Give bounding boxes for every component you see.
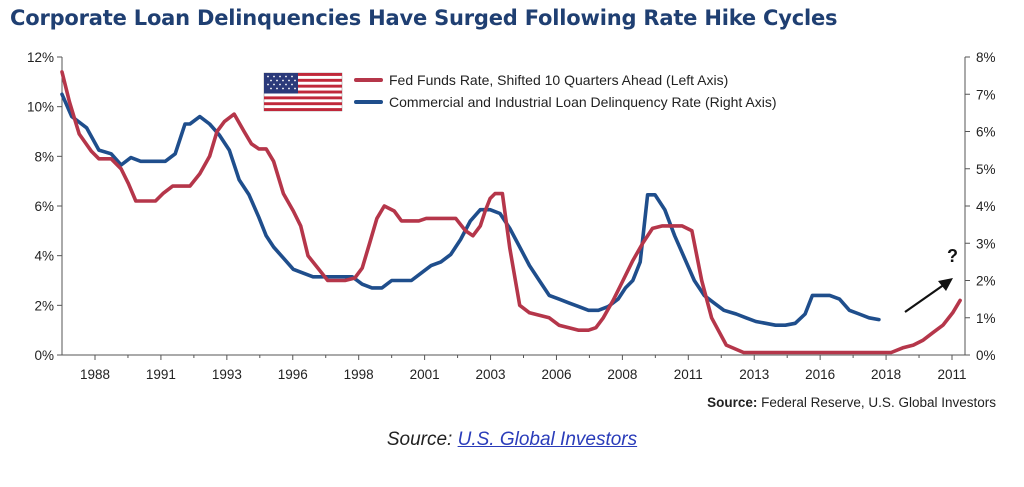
x-tick-label: 2018 [871, 367, 901, 382]
x-tick-label: 2001 [410, 367, 440, 382]
caption-source-link[interactable]: U.S. Global Investors [457, 429, 638, 450]
x-tick-label: 2011 [937, 367, 966, 382]
source-text: Federal Reserve, U.S. Global Investors [761, 395, 996, 410]
right-tick-label: 8% [976, 50, 996, 65]
x-tick-label: 2006 [541, 367, 571, 382]
left-tick-label: 10% [27, 100, 54, 115]
x-tick-label: 1991 [146, 367, 176, 382]
right-tick-label: 6% [976, 125, 996, 140]
series-layer [60, 70, 962, 355]
right-axis-ticks: 0% 1% 2% 3% 4% 5% 6% 7% 8% [965, 50, 996, 363]
x-tick-label: 1998 [344, 367, 374, 382]
right-tick-label: 7% [976, 87, 996, 102]
x-tick-label: 2003 [476, 367, 506, 382]
right-tick-label: 0% [976, 348, 996, 363]
chart-title: Corporate Loan Delinquencies Have Surged… [10, 6, 838, 30]
loan-delinquency-line [60, 92, 881, 328]
x-tick-label: 1993 [212, 367, 242, 382]
right-tick-label: 4% [976, 199, 996, 214]
left-tick-label: 8% [34, 149, 54, 164]
left-axis-ticks: 0% 2% 4% 6% 8% 10% 12% [27, 50, 62, 363]
right-tick-label: 3% [976, 236, 996, 251]
left-tick-label: 6% [34, 199, 54, 214]
left-tick-label: 12% [27, 50, 54, 65]
chart-source-note: Source: Federal Reserve, U.S. Global Inv… [707, 395, 996, 410]
x-tick-label: 1996 [278, 367, 308, 382]
chart-area: 0% 2% 4% 6% 8% 10% 12% 0% 1% 2% 3% 4% 5% 6% 7% 8% 1988… [27, 50, 996, 382]
left-tick-label: 2% [34, 298, 54, 313]
right-tick-label: 2% [976, 274, 996, 289]
image-caption: Source: U.S. Global Investors [0, 429, 1024, 451]
fed-funds-rate-line [60, 70, 962, 355]
caption-prefix: Source: [386, 429, 453, 450]
x-axis-ticks: 1988 1991 1993 1996 1998 2001 2003 2006 2008 2011… [80, 355, 967, 382]
legend: Fed Funds Rate, Shifted 10 Quarters Ahea… [263, 72, 777, 112]
legend-label-fed: Fed Funds Rate, Shifted 10 Quarters Ahea… [389, 72, 728, 88]
x-tick-label: 2008 [607, 367, 637, 382]
us-flag-icon [263, 72, 343, 112]
x-tick-label: 1988 [80, 367, 110, 382]
annotation-question-mark: ? [947, 246, 958, 266]
left-tick-label: 0% [34, 348, 54, 363]
x-tick-label: 2016 [805, 367, 835, 382]
legend-label-loan: Commercial and Industrial Loan Delinquen… [389, 94, 777, 110]
left-tick-label: 4% [34, 249, 54, 264]
right-tick-label: 5% [976, 162, 996, 177]
x-tick-label: 2013 [739, 367, 769, 382]
x-tick-label: 2011 [674, 367, 703, 382]
right-tick-label: 1% [976, 311, 996, 326]
trend-arrow-icon [904, 278, 953, 313]
source-label: Source: [707, 395, 758, 410]
